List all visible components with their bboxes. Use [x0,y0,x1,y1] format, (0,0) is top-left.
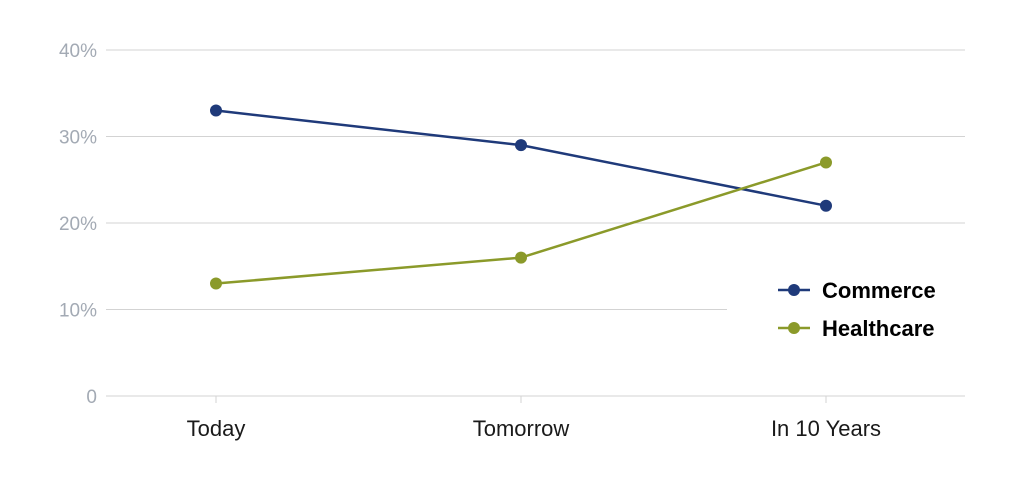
data-point [210,277,222,290]
y-tick-label: 40% [59,41,97,62]
data-point [210,104,222,117]
x-tick-label: Today [187,416,246,441]
y-tick-label: 0 [86,387,97,408]
legend: Commerce Healthcare [778,278,936,341]
x-tick-label: Tomorrow [473,416,570,441]
y-tick-label: 20% [59,214,97,235]
legend-label: Healthcare [822,316,935,341]
y-tick-label: 10% [59,301,97,322]
legend-marker [788,322,800,334]
series-group [210,104,832,290]
data-point [515,139,527,152]
data-point [820,156,832,169]
legend-item-healthcare: Healthcare [778,316,935,341]
series-healthcare [210,156,832,290]
y-axis: 0 10% 20% 30% 40% [59,41,97,408]
series-commerce [210,104,832,212]
legend-item-commerce: Commerce [778,278,936,303]
y-tick-label: 30% [59,128,97,149]
x-tick-label: In 10 Years [771,416,881,441]
legend-label: Commerce [822,278,936,303]
legend-marker [788,284,800,296]
data-point [515,251,527,264]
gridlines [106,49,965,397]
x-axis: Today Tomorrow In 10 Years [187,396,881,441]
data-point [820,199,832,212]
